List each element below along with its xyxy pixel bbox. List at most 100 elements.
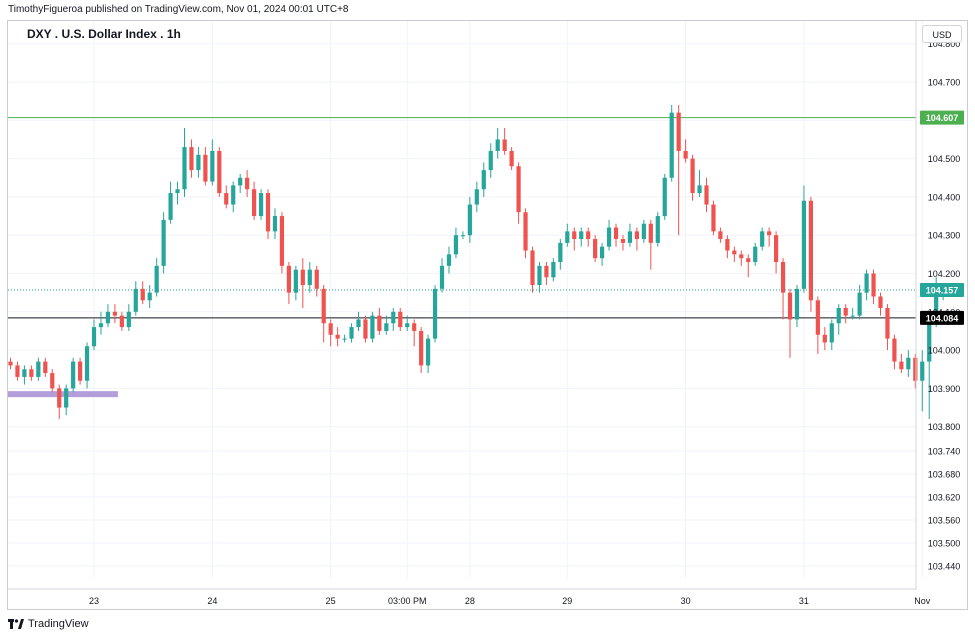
publisher-caption: TimothyFigueroa published on TradingView… [8, 4, 349, 15]
candle [43, 357, 48, 377]
candle-body [147, 292, 152, 301]
candle [272, 208, 278, 240]
candle [245, 170, 250, 197]
candle-body [767, 231, 772, 236]
candle [899, 353, 904, 374]
candle-body [231, 185, 236, 205]
candle [349, 323, 354, 343]
candle-body [537, 265, 542, 285]
candle-body [676, 112, 681, 151]
candle-body [648, 223, 653, 243]
candle-body [502, 139, 507, 151]
candle [182, 127, 187, 197]
candle-body [84, 346, 90, 381]
y-tick-label: 104.000 [928, 346, 961, 356]
candle [439, 258, 445, 293]
candle-body [50, 373, 55, 389]
candle [613, 223, 619, 247]
candle-body [864, 273, 869, 293]
candle-body [760, 231, 765, 247]
candle-body [43, 361, 48, 374]
candle-body [780, 262, 786, 293]
candle-body [182, 147, 187, 190]
candle [377, 307, 382, 335]
candle [391, 307, 396, 331]
candle-body [22, 369, 27, 377]
candle [927, 315, 932, 420]
candle-body [238, 177, 243, 186]
candle-body [15, 365, 20, 377]
candle [572, 227, 577, 251]
candle-body [307, 269, 312, 285]
candle-body [606, 227, 612, 247]
candle-body [523, 212, 528, 251]
candle [711, 200, 716, 236]
candle [634, 227, 639, 251]
candle-body [321, 288, 326, 324]
candle [746, 254, 751, 278]
candle-body [593, 239, 598, 259]
candle [579, 227, 584, 247]
candle-body [586, 231, 591, 240]
candle-body [551, 262, 556, 278]
candle [843, 304, 848, 324]
candle [787, 288, 793, 358]
candle [648, 219, 653, 270]
candle [412, 319, 417, 347]
candle-body [314, 269, 319, 289]
candle [502, 127, 507, 155]
candle [363, 315, 368, 343]
candle [91, 319, 97, 351]
candle-body [446, 254, 452, 266]
brand-name: TradingView [28, 618, 89, 630]
candle-body [474, 189, 479, 205]
candle-body [843, 307, 848, 316]
candle [217, 147, 222, 197]
candle [300, 258, 305, 308]
candle-body [620, 239, 626, 243]
candle-body [683, 150, 688, 159]
candle [655, 212, 660, 247]
candle [119, 311, 124, 331]
candle [732, 246, 737, 263]
candle-body [453, 235, 459, 255]
candle [467, 196, 472, 243]
candle-body [746, 258, 751, 263]
candle [15, 361, 20, 381]
candle [495, 127, 500, 159]
candle [516, 162, 521, 224]
candle-body [279, 216, 285, 266]
candle [481, 162, 486, 197]
x-tick-label: 24 [207, 596, 217, 606]
candle [84, 342, 90, 389]
candle-body [885, 307, 890, 339]
candle [669, 104, 674, 182]
footer-brand[interactable]: TradingView [8, 618, 89, 630]
candle-body [405, 323, 410, 328]
candle-body [481, 170, 486, 190]
candle [558, 239, 563, 270]
candle-body [36, 361, 41, 377]
candle-body [426, 338, 431, 366]
currency-button[interactable]: USD [922, 25, 962, 43]
candle [523, 208, 528, 259]
candle [57, 384, 62, 420]
candle-body [126, 311, 131, 328]
candle-body [105, 311, 111, 324]
candle [426, 334, 431, 374]
candle-body [878, 296, 883, 308]
candle [189, 139, 194, 178]
y-tick-label: 104.400 [928, 192, 961, 202]
candle-body [530, 250, 535, 285]
candle-body [112, 311, 117, 316]
candle [662, 173, 667, 220]
candle-body [217, 150, 222, 194]
candle-body [412, 323, 417, 331]
x-axis: 23 24 25 03:00 PM 28 29 30 31 Nov [8, 588, 931, 606]
candle [878, 292, 883, 316]
candle [279, 212, 285, 274]
tradingview-logo-icon [8, 619, 24, 629]
candle-body [98, 323, 104, 328]
resistance-badge [920, 110, 964, 125]
